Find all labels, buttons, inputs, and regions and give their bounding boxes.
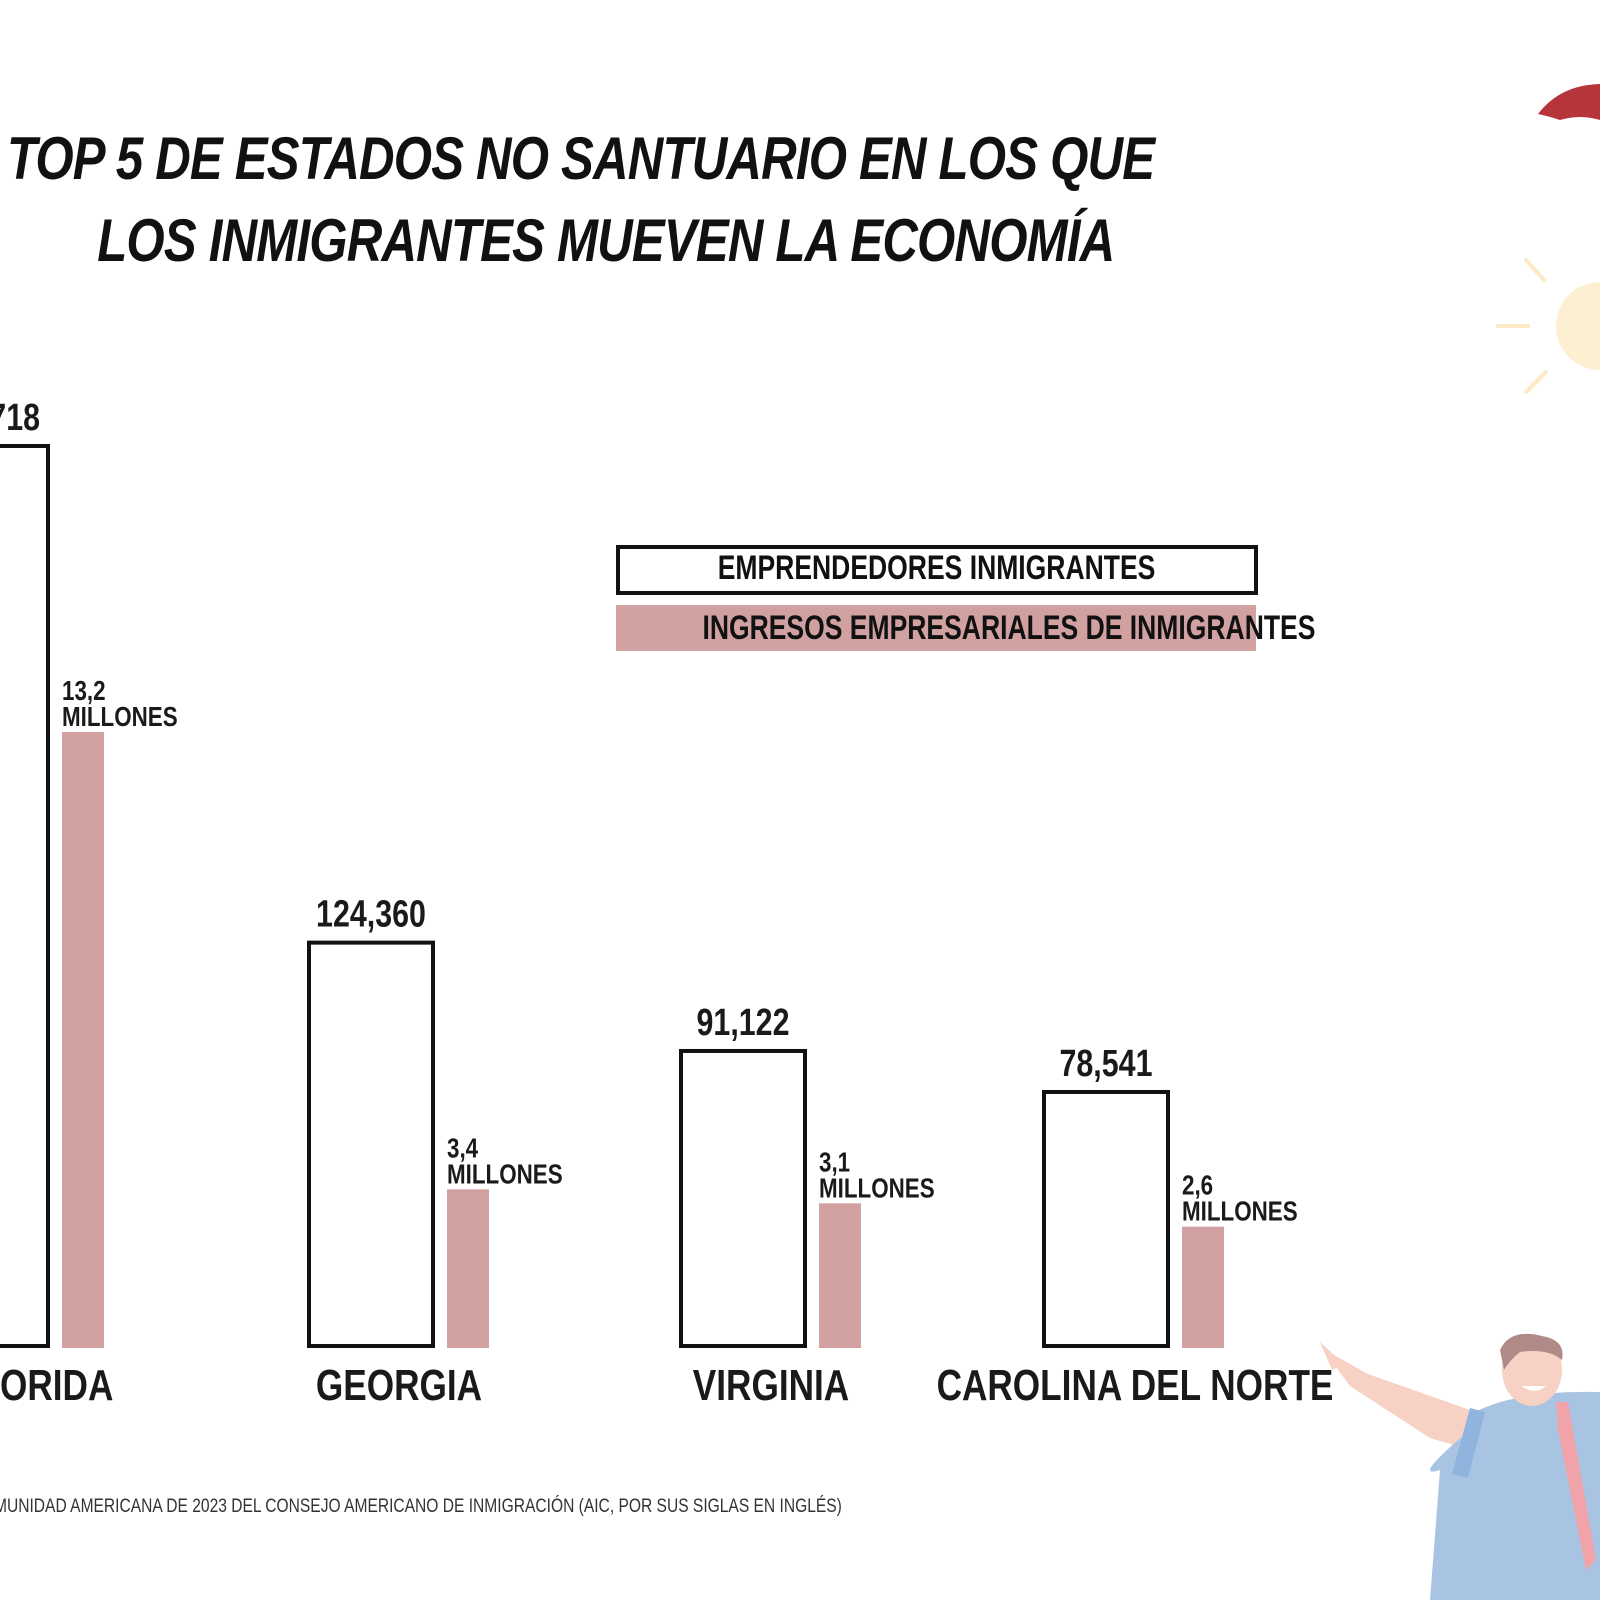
red-umbrella-illustration: [1538, 84, 1600, 120]
value-label-ingresos: 2,6: [1182, 1170, 1213, 1201]
legend-label-filled: INGRESOS EMPRESARIALES DE INMIGRANTES: [702, 609, 1316, 647]
value-label-emprendedores: 124,360: [316, 894, 426, 936]
value-unit-ingresos: MILLONES: [62, 702, 178, 733]
bar-ingresos: [62, 732, 104, 1348]
value-label-emprendedores: 718: [0, 397, 40, 439]
bar-emprendedores: [307, 940, 435, 1348]
bar-emprendedores: [0, 444, 50, 1348]
pointing-man-illustration: [1320, 1333, 1600, 1600]
value-label-ingresos: 3,4: [447, 1133, 478, 1164]
value-label-ingresos: 13,2: [62, 676, 106, 707]
category-label: GEORGIA: [316, 1361, 482, 1410]
bar-ingresos: [1182, 1226, 1224, 1348]
value-unit-ingresos: MILLONES: [1182, 1196, 1298, 1227]
value-unit-ingresos: MILLONES: [447, 1159, 563, 1190]
value-label-ingresos: 3,1: [819, 1147, 850, 1178]
category-label: VIRGINIA: [693, 1361, 849, 1410]
category-label: ORIDA: [0, 1361, 113, 1410]
value-label-emprendedores: 91,122: [697, 1002, 790, 1044]
bar-emprendedores: [1042, 1089, 1170, 1348]
source-footnote: MUNIDAD AMERICANA DE 2023 DEL CONSEJO AM…: [0, 1496, 842, 1517]
legend-item-emprendedores: EMPRENDEDORES INMIGRANTES: [616, 545, 1258, 595]
value-label-emprendedores: 78,541: [1060, 1043, 1153, 1085]
bar-ingresos: [447, 1189, 489, 1348]
title-line-2: LOS INMIGRANTES MUEVEN LA ECONOMÍA: [97, 207, 1115, 274]
bar-ingresos: [819, 1203, 861, 1348]
legend-label-outline: EMPRENDEDORES INMIGRANTES: [718, 549, 1156, 587]
value-unit-ingresos: MILLONES: [819, 1173, 935, 1204]
chart-title: TOP 5 DE ESTADOS NO SANTUARIO EN LOS QUE…: [7, 118, 1155, 282]
bar-emprendedores: [679, 1048, 807, 1349]
category-label: CAROLINA DEL NORTE: [937, 1361, 1334, 1410]
legend: EMPRENDEDORES INMIGRANTES INGRESOS EMPRE…: [616, 545, 1315, 651]
title-line-1: TOP 5 DE ESTADOS NO SANTUARIO EN LOS QUE: [7, 125, 1155, 192]
legend-item-ingresos: INGRESOS EMPRESARIALES DE INMIGRANTES: [616, 605, 1315, 651]
sun-illustration: [1496, 258, 1600, 394]
